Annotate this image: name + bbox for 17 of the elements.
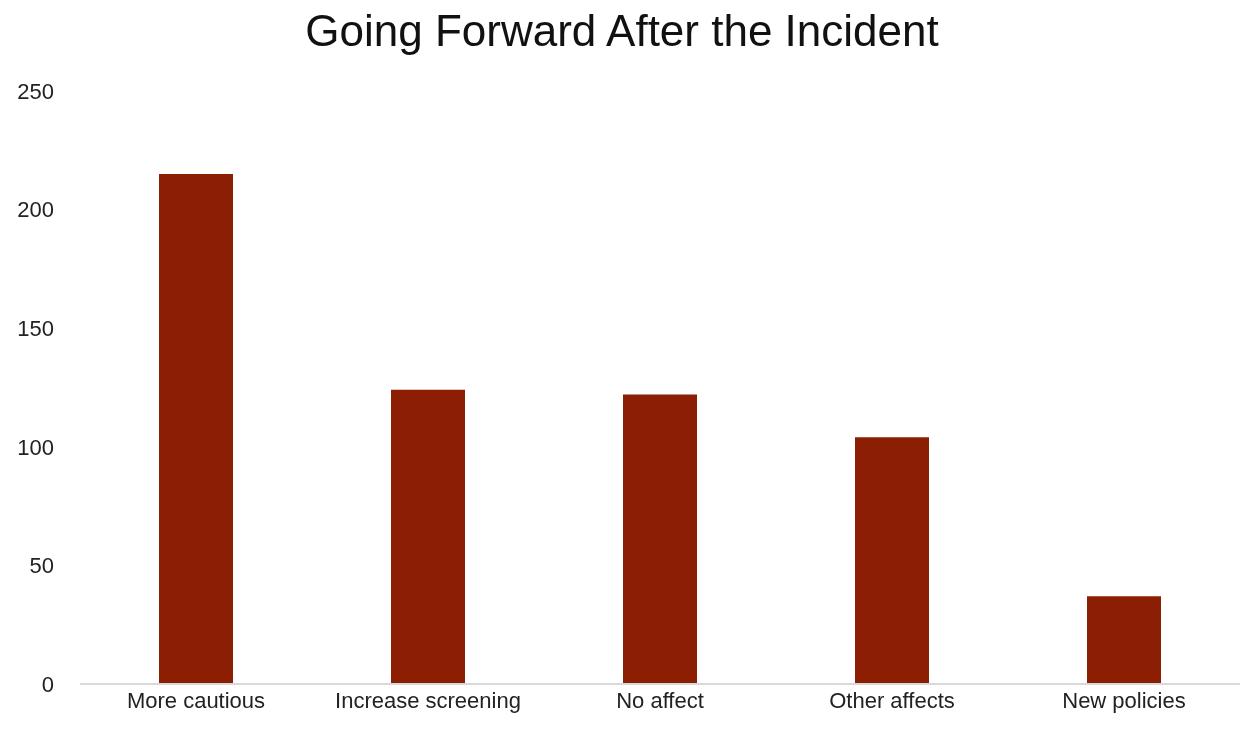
y-tick-label: 200: [17, 197, 54, 223]
chart-title: Going Forward After the Incident: [304, 5, 940, 57]
x-tick-label: More cautious: [126, 687, 266, 713]
x-tick-label: Other affects: [829, 687, 955, 713]
y-tick-label: 150: [17, 316, 54, 342]
y-tick-label: 0: [41, 671, 54, 697]
bar: [159, 174, 233, 684]
bar: [391, 389, 465, 684]
y-tick-label: 100: [17, 434, 54, 460]
x-tick-label: New policies: [1062, 687, 1186, 713]
x-tick-label: Increase screening: [335, 687, 521, 713]
x-tick-label: No affect: [616, 687, 704, 713]
bar: [623, 394, 697, 684]
bar: [1087, 596, 1161, 684]
y-tick-label: 50: [29, 553, 54, 579]
bar: [855, 437, 929, 684]
y-tick-label: 250: [17, 78, 54, 104]
